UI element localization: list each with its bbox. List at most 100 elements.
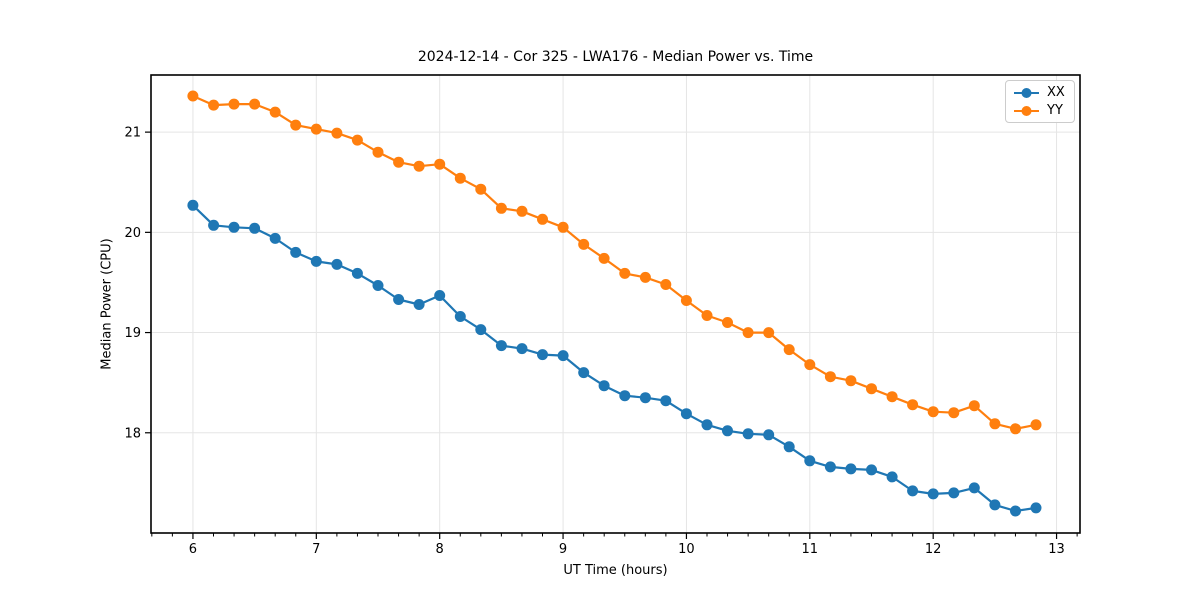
series-XX-marker [310, 255, 322, 267]
series-XX-marker [866, 464, 877, 476]
series-XX-marker [187, 199, 199, 211]
series-XX-marker [927, 488, 939, 500]
series-YY-marker [537, 213, 548, 225]
series-YY-marker [372, 146, 384, 158]
series-XX-marker [660, 395, 672, 407]
series-XX-marker [845, 463, 857, 475]
series-XX-marker [290, 246, 302, 258]
series-XX-marker [413, 299, 425, 310]
series-YY-marker [948, 407, 960, 419]
series-YY-marker [701, 310, 713, 321]
series-XX-marker [228, 221, 240, 233]
legend-item-yy: YY [1013, 102, 1066, 120]
series-XX-marker [269, 232, 281, 244]
series-XX-marker [495, 340, 507, 352]
series-XX-marker [249, 222, 261, 234]
series-YY-marker [187, 90, 199, 102]
series-XX-marker [948, 487, 960, 499]
series-YY-marker [907, 399, 919, 411]
series-YY-marker [866, 383, 877, 395]
series-YY-marker [1010, 423, 1021, 435]
series-XX-marker [804, 455, 816, 467]
series-XX-marker [680, 408, 692, 420]
legend-item-xx: XX [1013, 84, 1066, 102]
series-YY-marker [249, 98, 261, 110]
series-XX-marker [907, 485, 919, 497]
x-axis-label: UT Time (hours) [563, 563, 668, 578]
series-YY-marker [742, 327, 754, 339]
series-YY-marker [783, 344, 795, 356]
series-XX-marker [824, 461, 836, 473]
series-YY-marker [989, 418, 1001, 430]
series-XX-marker [557, 350, 569, 362]
gridlines [151, 75, 1080, 533]
series-YY-marker [804, 359, 816, 371]
series-YY-marker [434, 158, 446, 170]
series-XX-marker [968, 482, 980, 494]
series-XX-marker [393, 294, 405, 305]
legend-label-xx: XX [1047, 85, 1065, 100]
series-XX-marker [1010, 505, 1021, 517]
chart-title: 2024-12-14 - Cor 325 - LWA176 - Median P… [417, 49, 814, 65]
series-XX-marker [722, 425, 733, 437]
series-YY-marker [454, 172, 466, 184]
series-YY-marker [516, 205, 528, 217]
series-YY-marker [208, 99, 220, 111]
series-XX-marker [619, 390, 631, 402]
x-tick-label: 13 [1048, 542, 1065, 557]
y-tick-label: 21 [124, 126, 141, 141]
series-XX-marker [372, 280, 384, 291]
series-YY-marker [228, 98, 240, 110]
series-XX-marker [763, 429, 775, 441]
series-XX-marker [1030, 502, 1042, 514]
legend-swatch-xx-line-marker-icon [1014, 88, 1039, 98]
series-YY-marker [557, 221, 569, 233]
y-tick-label: 20 [124, 226, 141, 241]
series-XX-marker [331, 258, 343, 270]
series-YY-marker [968, 400, 980, 412]
series-XX [187, 199, 1042, 517]
legend-label-yy: YY [1047, 103, 1063, 118]
series-YY-marker [639, 271, 651, 283]
series-XX-marker [742, 428, 754, 440]
x-axis: 6 7 8 9 10 11 12 13 [151, 533, 1078, 557]
series-YY-marker [886, 391, 898, 403]
x-tick-label: 9 [559, 542, 567, 557]
y-tick-label: 18 [124, 426, 141, 441]
y-tick-label: 19 [124, 326, 141, 341]
series-YY [187, 90, 1042, 435]
series-XX-marker [475, 324, 487, 336]
series-XX-marker [434, 290, 446, 301]
series-YY-marker [290, 119, 302, 131]
series-XX-marker [208, 219, 220, 231]
series-YY-marker [927, 406, 939, 418]
series-YY-marker [680, 295, 692, 306]
series-XX-marker [598, 380, 610, 392]
series-XX-marker [454, 311, 466, 322]
series-YY-marker [619, 267, 631, 279]
series-YY-marker [269, 106, 281, 118]
legend: XX YY [1005, 80, 1075, 123]
legend-swatch-yy-line-marker-icon [1014, 106, 1039, 116]
series-XX-marker [701, 419, 713, 431]
series-YY-marker [722, 317, 733, 328]
x-tick-label: 7 [312, 542, 320, 557]
series-YY-marker [660, 279, 672, 290]
y-axis-label: Median Power (CPU) [99, 238, 115, 370]
x-tick-label: 8 [436, 542, 444, 557]
series-XX-marker [886, 471, 898, 483]
series-YY-marker [845, 375, 857, 387]
series-YY-marker [763, 327, 775, 339]
series-YY-marker [495, 202, 507, 214]
series-YY-marker [1030, 419, 1042, 431]
series-YY-marker [413, 160, 425, 172]
series-YY-marker [393, 156, 405, 168]
series-XX-marker [516, 343, 528, 355]
series-YY-marker [598, 252, 610, 264]
series-YY-marker [310, 123, 322, 135]
x-tick-label: 11 [802, 542, 819, 557]
plot-border [150, 74, 1081, 534]
series-XX-line [192, 204, 1037, 513]
